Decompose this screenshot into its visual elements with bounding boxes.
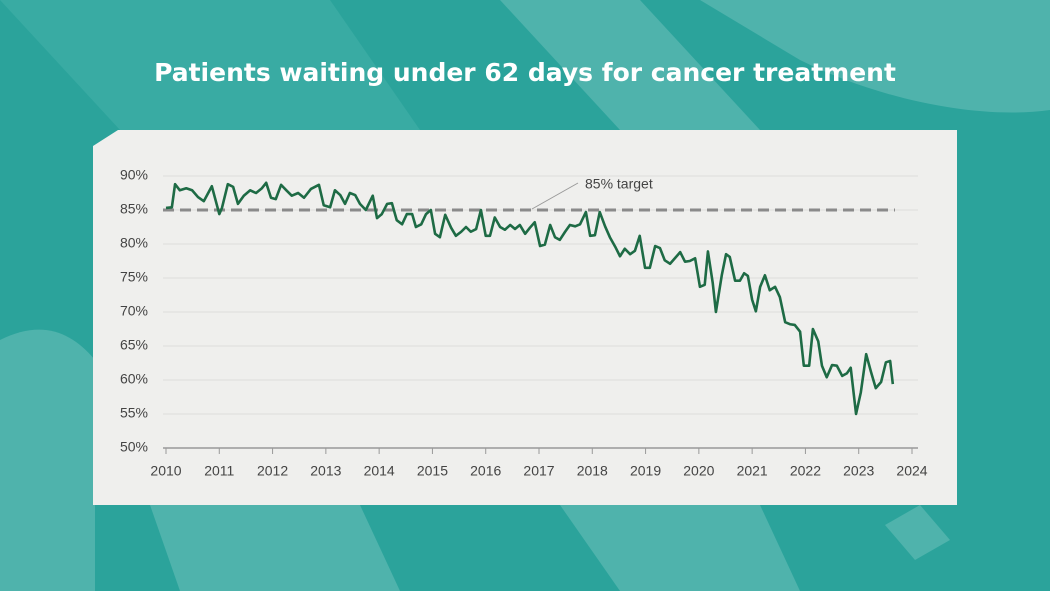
x-tick-label: 2014	[364, 463, 395, 479]
x-tick-label: 2015	[417, 463, 448, 479]
plot-area: 50% 55% 60% 65% 70% 75% 80% 85% 90% 2010 2011 2012 2…	[120, 167, 928, 479]
decor-shape	[500, 0, 760, 130]
y-tick-label: 90%	[120, 167, 148, 183]
x-tick-label: 2023	[843, 463, 874, 479]
x-tick-label: 2018	[577, 463, 608, 479]
x-tick-label: 2017	[523, 463, 554, 479]
y-tick-label: 75%	[120, 269, 148, 285]
y-tick-label: 70%	[120, 303, 148, 319]
annotation: 85% target	[585, 176, 653, 192]
x-tick-label: 2021	[737, 463, 768, 479]
y-tick-label: 50%	[120, 439, 148, 455]
decor-shape	[0, 0, 420, 130]
y-tick-label: 65%	[120, 337, 148, 353]
x-tick-label: 2024	[896, 463, 927, 479]
data-line	[165, 181, 895, 416]
x-tick-label: 2016	[470, 463, 501, 479]
decor-shape	[0, 329, 95, 591]
x-tick-label: 2020	[683, 463, 714, 479]
x-tick-label: 2013	[310, 463, 341, 479]
x-tick-label: 2010	[150, 463, 181, 479]
y-tick-label: 80%	[120, 235, 148, 251]
x-tick-label: 2019	[630, 463, 661, 479]
decor-shape	[885, 505, 950, 560]
y-tick-label: 60%	[120, 371, 148, 387]
page-title: Patients waiting under 62 days for cance…	[154, 58, 896, 87]
x-tick-label: 2022	[790, 463, 821, 479]
decor-shape	[560, 505, 800, 591]
chart-card	[93, 130, 957, 505]
y-tick-label: 85%	[120, 201, 148, 217]
x-tick-label: 2011	[204, 463, 234, 479]
decor-shape	[150, 505, 400, 591]
y-tick-label: 55%	[120, 405, 148, 421]
annotation-leader	[531, 182, 579, 210]
x-tick-label: 2012	[257, 463, 288, 479]
decor-shape	[700, 0, 1050, 113]
